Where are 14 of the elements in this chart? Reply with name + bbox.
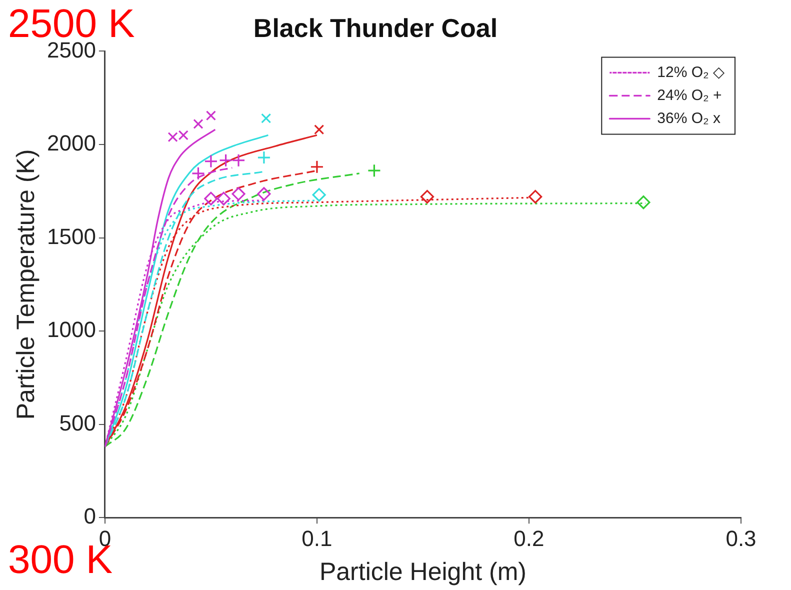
x-axis-title: Particle Height (m): [319, 558, 526, 586]
y-tick-label: 2000: [46, 130, 96, 156]
chart-title: Black Thunder Coal: [253, 12, 498, 43]
x-tick-label: 0.2: [514, 526, 544, 551]
y-tick-label: 1000: [46, 317, 96, 342]
legend-label: 24% O₂ +: [657, 86, 722, 104]
legend-label: 36% O₂ x: [657, 110, 721, 127]
y-tick-label: 0: [84, 504, 96, 529]
legend-label: 12% O₂ ◇: [657, 64, 726, 81]
y-axis-title: Particle Temperature (K): [12, 149, 40, 420]
y-tick-label: 1500: [46, 224, 96, 249]
y-tick-label: 500: [59, 410, 96, 436]
x-tick-label: 0.1: [302, 526, 332, 551]
x-tick-label: 0.3: [726, 526, 756, 551]
